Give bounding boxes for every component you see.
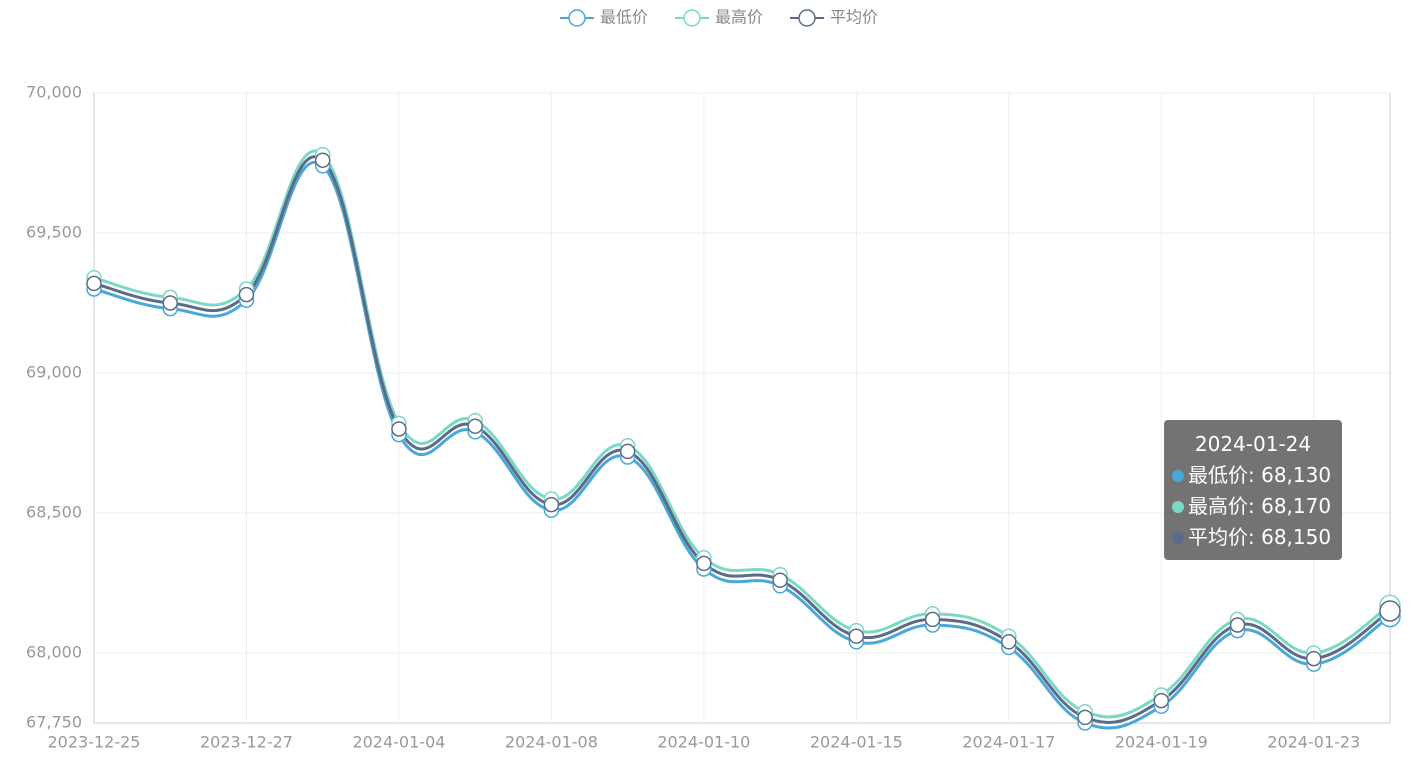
y-tick-label: 67,750 <box>26 713 82 732</box>
data-point <box>1229 617 1246 633</box>
y-tick-label: 69,500 <box>26 223 82 242</box>
tooltip-dot <box>1172 532 1184 544</box>
y-tick-label: 69,000 <box>26 363 82 382</box>
x-tick-label: 2024-01-23 <box>1267 733 1360 752</box>
x-tick-label: 2024-01-10 <box>657 733 750 752</box>
data-point <box>1001 634 1017 650</box>
tooltip-value: 68,130 <box>1261 463 1332 487</box>
tooltip-title: 2024-01-24 <box>1194 432 1312 456</box>
tooltip-value: 68,150 <box>1261 525 1332 549</box>
data-point <box>314 152 331 168</box>
x-tick-label: 2024-01-04 <box>352 733 445 752</box>
data-point <box>86 275 102 292</box>
tooltip-row: 平均价68,150 <box>1172 522 1342 553</box>
legend-label: 最低价 <box>600 8 648 27</box>
data-point <box>1379 600 1401 622</box>
data-point <box>238 286 255 303</box>
tooltip-value: 68,170 <box>1261 494 1332 518</box>
legend-marker <box>568 9 586 27</box>
data-point <box>848 628 865 644</box>
data-point <box>772 572 788 588</box>
x-tick-label: 2024-01-08 <box>505 733 598 752</box>
tooltip-row: 最高价68,170 <box>1172 491 1342 522</box>
data-point <box>1077 709 1093 726</box>
legend: 最低价 最高价 平均价 <box>560 8 878 27</box>
x-tick-label: 2023-12-27 <box>200 733 293 752</box>
tooltip-name: 最高价 <box>1188 494 1261 518</box>
x-tick-label: 2024-01-19 <box>1115 733 1208 752</box>
legend-marker <box>683 9 701 27</box>
data-point <box>696 555 712 572</box>
data-point <box>1153 692 1170 709</box>
data-point <box>543 496 560 513</box>
data-point <box>391 421 407 437</box>
y-tick-label: 70,000 <box>26 83 82 102</box>
legend-label: 平均价 <box>830 8 878 27</box>
x-tick-label: 2024-01-15 <box>810 733 903 752</box>
tooltip-row: 最低价68,130 <box>1172 460 1342 491</box>
tooltip: 2024-01-24最低价68,130最高价68,170平均价68,150 <box>1164 420 1342 560</box>
legend-marker <box>798 9 816 27</box>
tooltip-dot <box>1172 501 1184 513</box>
tooltip-name: 最低价 <box>1188 463 1261 487</box>
data-point <box>924 611 941 628</box>
data-point <box>619 443 636 460</box>
x-tick-label: 2024-01-17 <box>962 733 1055 752</box>
tooltip-dot <box>1172 470 1184 482</box>
y-tick-label: 68,500 <box>26 503 82 522</box>
data-point <box>162 295 178 311</box>
x-tick-label: 2023-12-25 <box>48 733 141 752</box>
data-point <box>1306 650 1322 667</box>
y-tick-label: 68,000 <box>26 643 82 662</box>
legend-label: 最高价 <box>715 8 763 27</box>
tooltip-name: 平均价 <box>1188 525 1261 549</box>
data-point <box>467 418 483 434</box>
